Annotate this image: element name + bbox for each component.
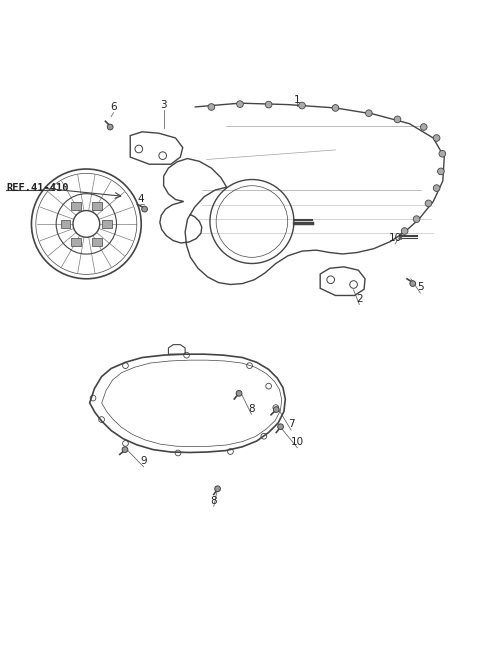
Text: 6: 6 [110,102,117,112]
Circle shape [215,486,220,492]
Circle shape [265,101,272,108]
Text: 3: 3 [160,100,167,110]
Text: 5: 5 [417,282,424,293]
Bar [102,220,112,228]
Text: REF.41-410: REF.41-410 [6,183,69,193]
Text: 7: 7 [288,419,294,429]
Circle shape [332,104,339,111]
Circle shape [413,215,420,223]
Bar [92,202,102,210]
Circle shape [208,104,215,110]
Circle shape [438,168,444,175]
Circle shape [425,200,432,207]
Circle shape [236,390,242,396]
Circle shape [401,228,408,234]
Text: 10: 10 [291,437,304,447]
Text: 8: 8 [248,404,255,413]
Bar [71,238,81,246]
Text: 1: 1 [294,95,300,105]
Text: 9: 9 [140,456,147,466]
Bar [71,202,81,210]
Circle shape [274,407,279,413]
Circle shape [433,135,440,141]
Text: 2: 2 [356,294,362,304]
Circle shape [278,424,283,430]
Circle shape [420,123,427,131]
Circle shape [299,103,305,109]
Bar [60,220,70,228]
Circle shape [237,101,243,108]
Bar [92,238,102,246]
Circle shape [142,206,147,212]
Circle shape [410,281,416,287]
Circle shape [365,110,372,116]
Circle shape [122,447,128,453]
Circle shape [433,185,440,191]
Text: 8: 8 [210,496,217,505]
Circle shape [394,116,401,123]
Circle shape [439,150,446,157]
Text: 10: 10 [388,233,402,243]
Circle shape [108,124,113,130]
Text: 4: 4 [137,193,144,204]
